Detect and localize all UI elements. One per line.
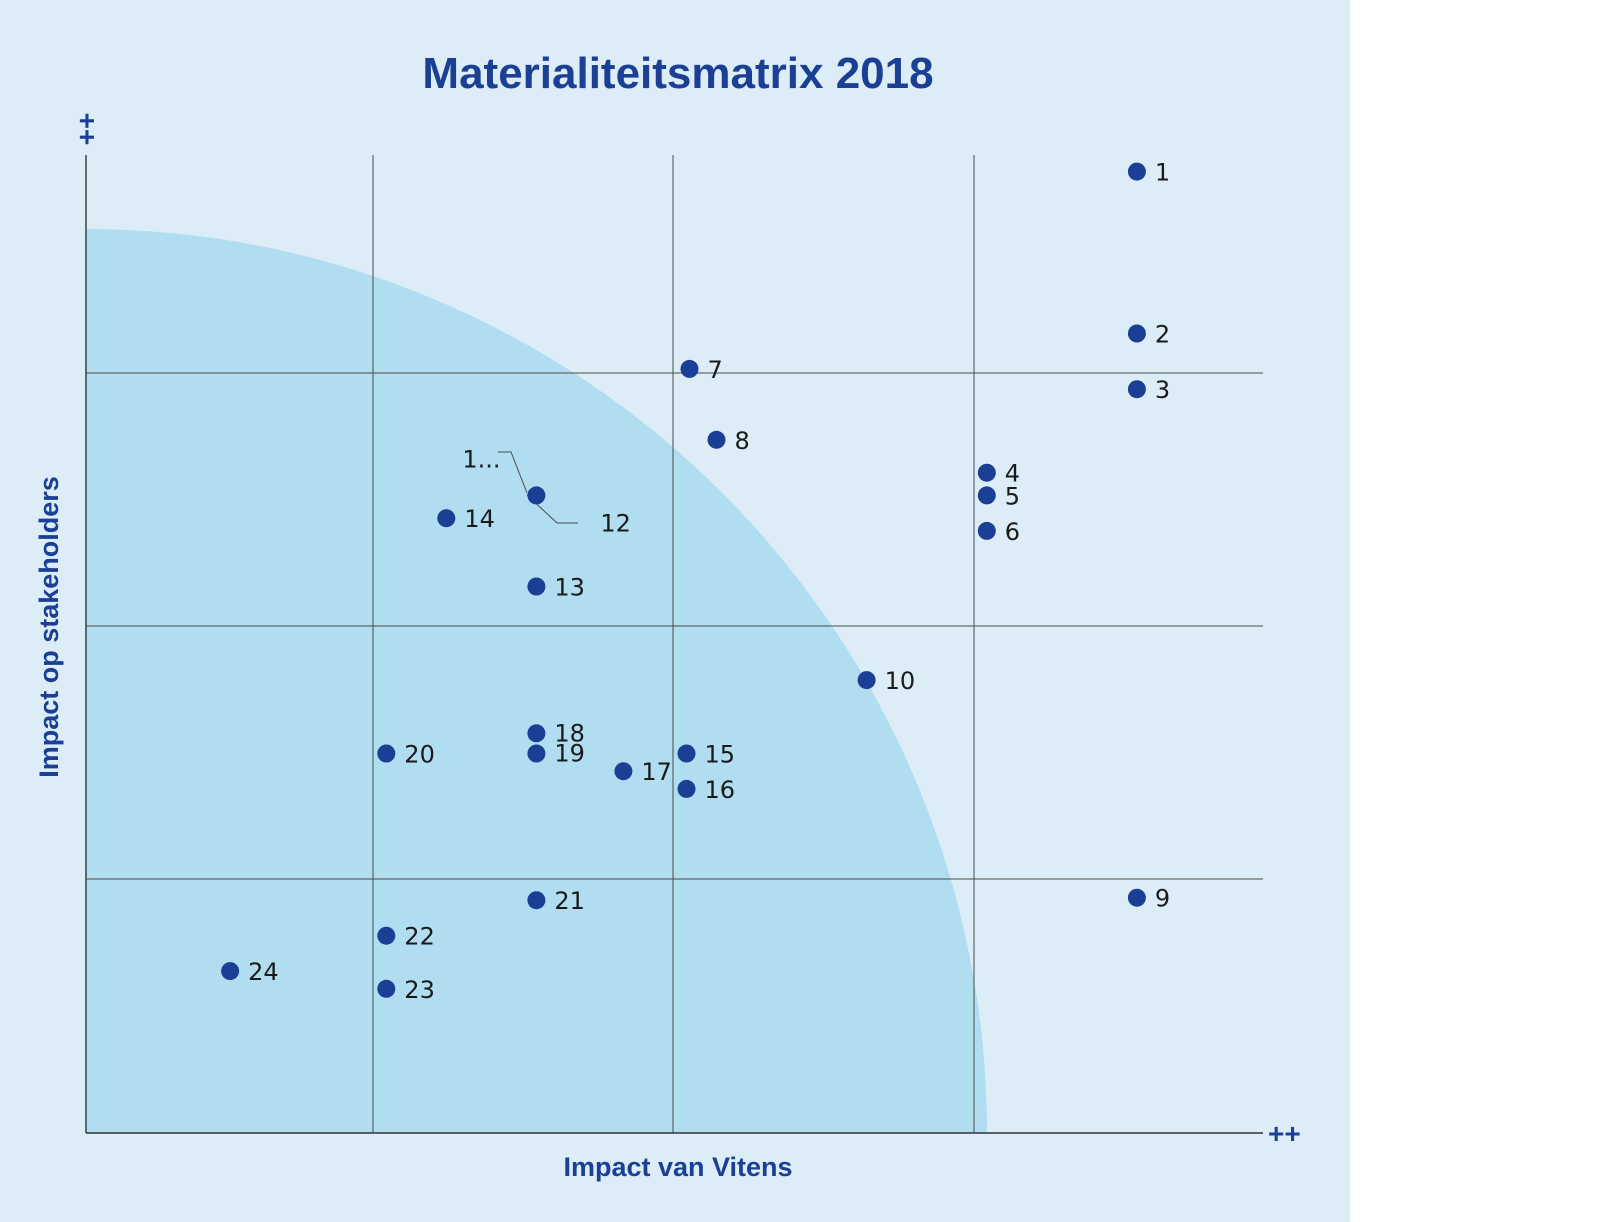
data-point-16	[677, 779, 696, 798]
point-label-20-19: 20	[404, 741, 435, 769]
point-label-5-4: 5	[1005, 482, 1020, 510]
point-label-14-13: 14	[464, 505, 495, 533]
data-point-14	[437, 509, 456, 528]
point-label-17-16: 17	[641, 758, 672, 786]
data-point-1	[527, 486, 546, 505]
data-point-20	[377, 744, 396, 763]
point-label-7-6: 7	[708, 356, 723, 384]
point-label-10-9: 10	[885, 667, 916, 695]
point-label-15-14: 15	[705, 741, 736, 769]
point-label-2-1: 2	[1155, 321, 1170, 349]
point-label-6-5: 6	[1005, 518, 1020, 546]
point-label-13-12: 13	[554, 574, 585, 602]
point-label-4-3: 4	[1005, 460, 1020, 488]
chart-panel: Materialiteitsmatrix 2018 Impact van Vit…	[0, 0, 1350, 1222]
data-points: 123456789101...1213141516171819202122232…	[221, 159, 1170, 1004]
point-label-9-8: 9	[1155, 885, 1170, 913]
label-leader-line-11	[498, 451, 528, 494]
data-point-1	[1127, 162, 1146, 181]
chart-title: Materialiteitsmatrix 2018	[422, 49, 933, 98]
point-label-3-2: 3	[1155, 376, 1170, 404]
data-point-15	[677, 744, 696, 763]
data-point-19	[527, 744, 546, 763]
point-label-1-0: 1	[1155, 159, 1170, 187]
data-point-17	[614, 762, 633, 781]
point-label-8-7: 8	[735, 427, 750, 455]
point-label-24-23: 24	[248, 958, 279, 986]
data-point-24	[221, 962, 240, 981]
point-label-21-20: 21	[554, 887, 585, 915]
data-point-8	[707, 430, 726, 449]
point-label-23-22: 23	[404, 976, 435, 1004]
data-point-21	[527, 891, 546, 910]
data-point-18	[527, 724, 546, 743]
data-point-5	[977, 486, 996, 505]
data-point-22	[377, 926, 396, 945]
point-label-18-17: 18	[554, 719, 585, 747]
point-label-22-21: 22	[404, 923, 435, 951]
point-label-1-10: 1...	[462, 445, 500, 473]
point-label-19-18: 19	[554, 740, 585, 768]
data-point-9	[1127, 888, 1146, 907]
grid-lines	[86, 155, 1263, 1133]
x-axis-title: Impact van Vitens	[563, 1152, 792, 1182]
data-point-10	[857, 671, 876, 690]
data-point-2	[1127, 324, 1146, 343]
point-label-16-15: 16	[705, 776, 736, 804]
data-point-3	[1127, 380, 1146, 399]
data-point-23	[377, 979, 396, 998]
data-point-7	[680, 359, 699, 378]
x-axis-end-label: ++	[1268, 1118, 1301, 1149]
data-point-6	[977, 521, 996, 540]
y-axis-title: Impact op stakeholders	[34, 476, 64, 778]
data-point-4	[977, 463, 996, 482]
y-axis-end-label: ++	[71, 113, 102, 146]
materiality-chart: Materialiteitsmatrix 2018 Impact van Vit…	[34, 49, 1301, 1182]
data-point-13	[527, 577, 546, 596]
materiality-zone	[86, 229, 987, 1133]
point-label-12-11: 12	[600, 509, 631, 537]
